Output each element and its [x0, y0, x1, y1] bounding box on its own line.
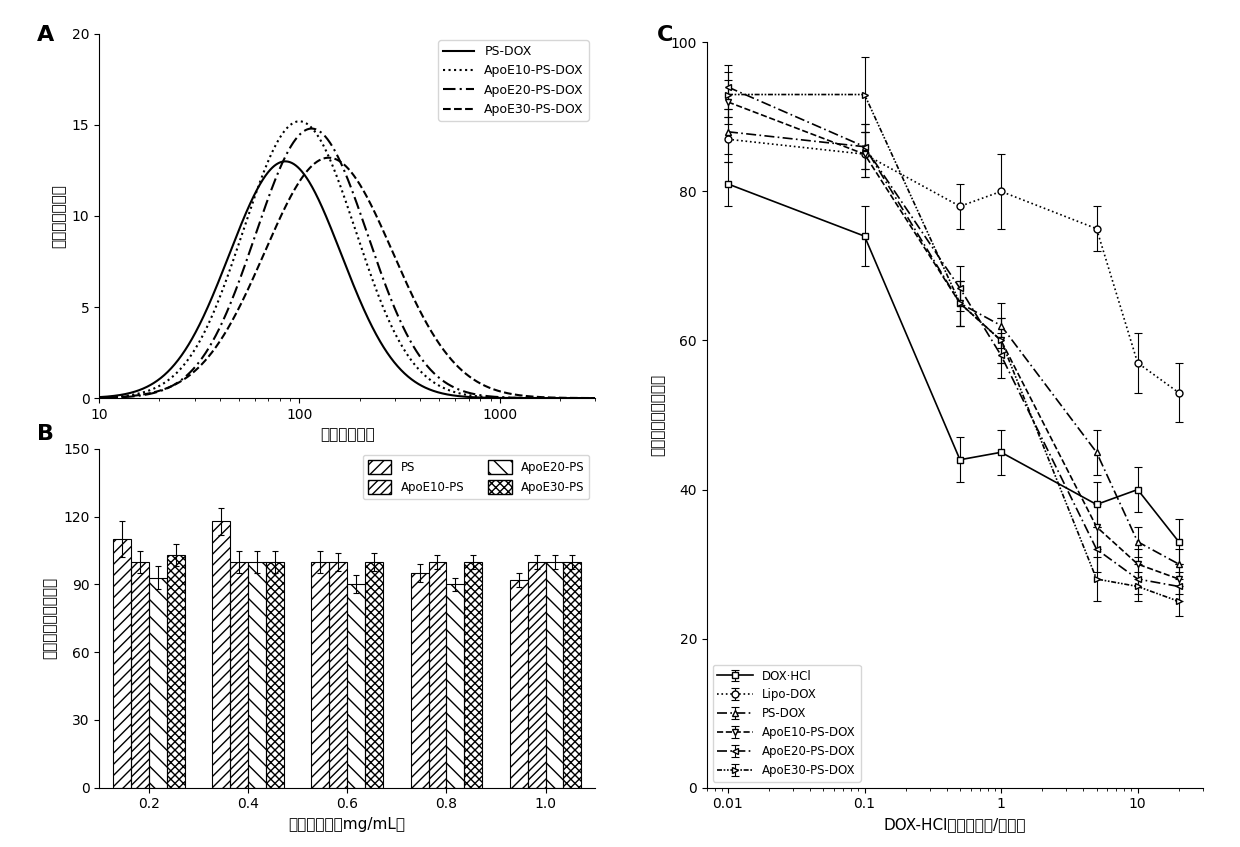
Line: ApoE30-PS-DOX: ApoE30-PS-DOX — [99, 158, 595, 398]
ApoE30-PS-DOX — [293, 176, 308, 186]
ApoE30-PS-DOX — [588, 393, 603, 403]
Bar — [563, 562, 582, 788]
Text: B: B — [37, 424, 55, 444]
ApoE30-PS-DOX — [489, 385, 503, 395]
ApoE10-PS-DOX — [293, 116, 308, 126]
Y-axis label: 强度（百分比）: 强度（百分比） — [51, 184, 66, 248]
ApoE10-PS-DOX — [311, 131, 326, 141]
Bar — [311, 562, 330, 788]
Bar — [429, 562, 446, 788]
X-axis label: 聚合物浓度（mg/mL）: 聚合物浓度（mg/mL） — [289, 817, 405, 832]
ApoE20-PS-DOX — [311, 125, 326, 136]
PS-DOX — [489, 393, 503, 403]
ApoE20-PS-DOX — [433, 374, 448, 384]
ApoE30-PS-DOX — [310, 156, 325, 166]
Bar — [510, 580, 528, 788]
ApoE10-PS-DOX — [433, 381, 448, 391]
Bar — [546, 562, 563, 788]
Text: C: C — [657, 25, 673, 46]
ApoE10-PS-DOX — [92, 392, 107, 402]
Legend: PS-DOX, ApoE10-PS-DOX, ApoE20-PS-DOX, ApoE30-PS-DOX: PS-DOX, ApoE10-PS-DOX, ApoE20-PS-DOX, Ap… — [438, 40, 589, 121]
Y-axis label: 细胞活力（百分比）: 细胞活力（百分比） — [42, 578, 57, 659]
PS-DOX — [143, 380, 157, 390]
ApoE20-PS-DOX — [92, 393, 107, 403]
PS-DOX — [278, 157, 293, 167]
Bar — [410, 573, 429, 788]
ApoE30-PS-DOX — [479, 381, 494, 391]
PS-DOX — [433, 388, 448, 398]
Bar — [347, 584, 365, 788]
Bar — [166, 555, 185, 788]
Bar — [446, 584, 464, 788]
ApoE10-PS-DOX — [479, 392, 494, 402]
ApoE20-PS-DOX — [588, 393, 603, 403]
Bar — [212, 521, 231, 788]
Bar — [265, 562, 284, 788]
Line: ApoE20-PS-DOX: ApoE20-PS-DOX — [99, 129, 595, 398]
ApoE20-PS-DOX — [479, 391, 494, 401]
Bar — [131, 562, 149, 788]
Line: ApoE10-PS-DOX: ApoE10-PS-DOX — [99, 121, 595, 398]
PS-DOX — [293, 164, 308, 174]
ApoE30-PS-DOX — [143, 388, 157, 398]
ApoE10-PS-DOX — [143, 385, 157, 396]
PS-DOX — [588, 393, 603, 403]
Bar — [149, 578, 166, 788]
ApoE10-PS-DOX — [489, 392, 503, 402]
ApoE20-PS-DOX — [143, 389, 157, 399]
ApoE20-PS-DOX — [293, 130, 308, 140]
PS-DOX — [311, 194, 326, 204]
PS-DOX — [92, 392, 107, 402]
ApoE30-PS-DOX — [321, 152, 336, 163]
ApoE20-PS-DOX — [304, 124, 319, 134]
Line: PS-DOX: PS-DOX — [99, 162, 595, 398]
ApoE10-PS-DOX — [588, 393, 603, 403]
ApoE30-PS-DOX — [92, 393, 107, 403]
ApoE10-PS-DOX — [291, 116, 306, 126]
ApoE30-PS-DOX — [433, 340, 448, 351]
Bar — [248, 562, 265, 788]
Bar — [231, 562, 248, 788]
Legend: DOX·HCl, Lipo-DOX, PS-DOX, ApoE10-PS-DOX, ApoE20-PS-DOX, ApoE30-PS-DOX: DOX·HCl, Lipo-DOX, PS-DOX, ApoE10-PS-DOX… — [713, 665, 861, 782]
X-axis label: 粒径（纳米）: 粒径（纳米） — [320, 428, 374, 442]
Y-axis label: 细胞活力（百分比）: 细胞活力（百分比） — [650, 374, 665, 456]
Bar — [365, 562, 383, 788]
Bar — [464, 562, 482, 788]
Text: A: A — [37, 25, 55, 46]
Bar — [113, 540, 131, 788]
Legend: PS, ApoE10-PS, ApoE20-PS, ApoE30-PS: PS, ApoE10-PS, ApoE20-PS, ApoE30-PS — [363, 455, 589, 499]
PS-DOX — [479, 393, 494, 403]
X-axis label: DOX-HCl浓度（微克/毫升）: DOX-HCl浓度（微克/毫升） — [884, 817, 1025, 832]
Bar — [330, 562, 347, 788]
ApoE20-PS-DOX — [489, 392, 503, 402]
Bar — [528, 562, 546, 788]
